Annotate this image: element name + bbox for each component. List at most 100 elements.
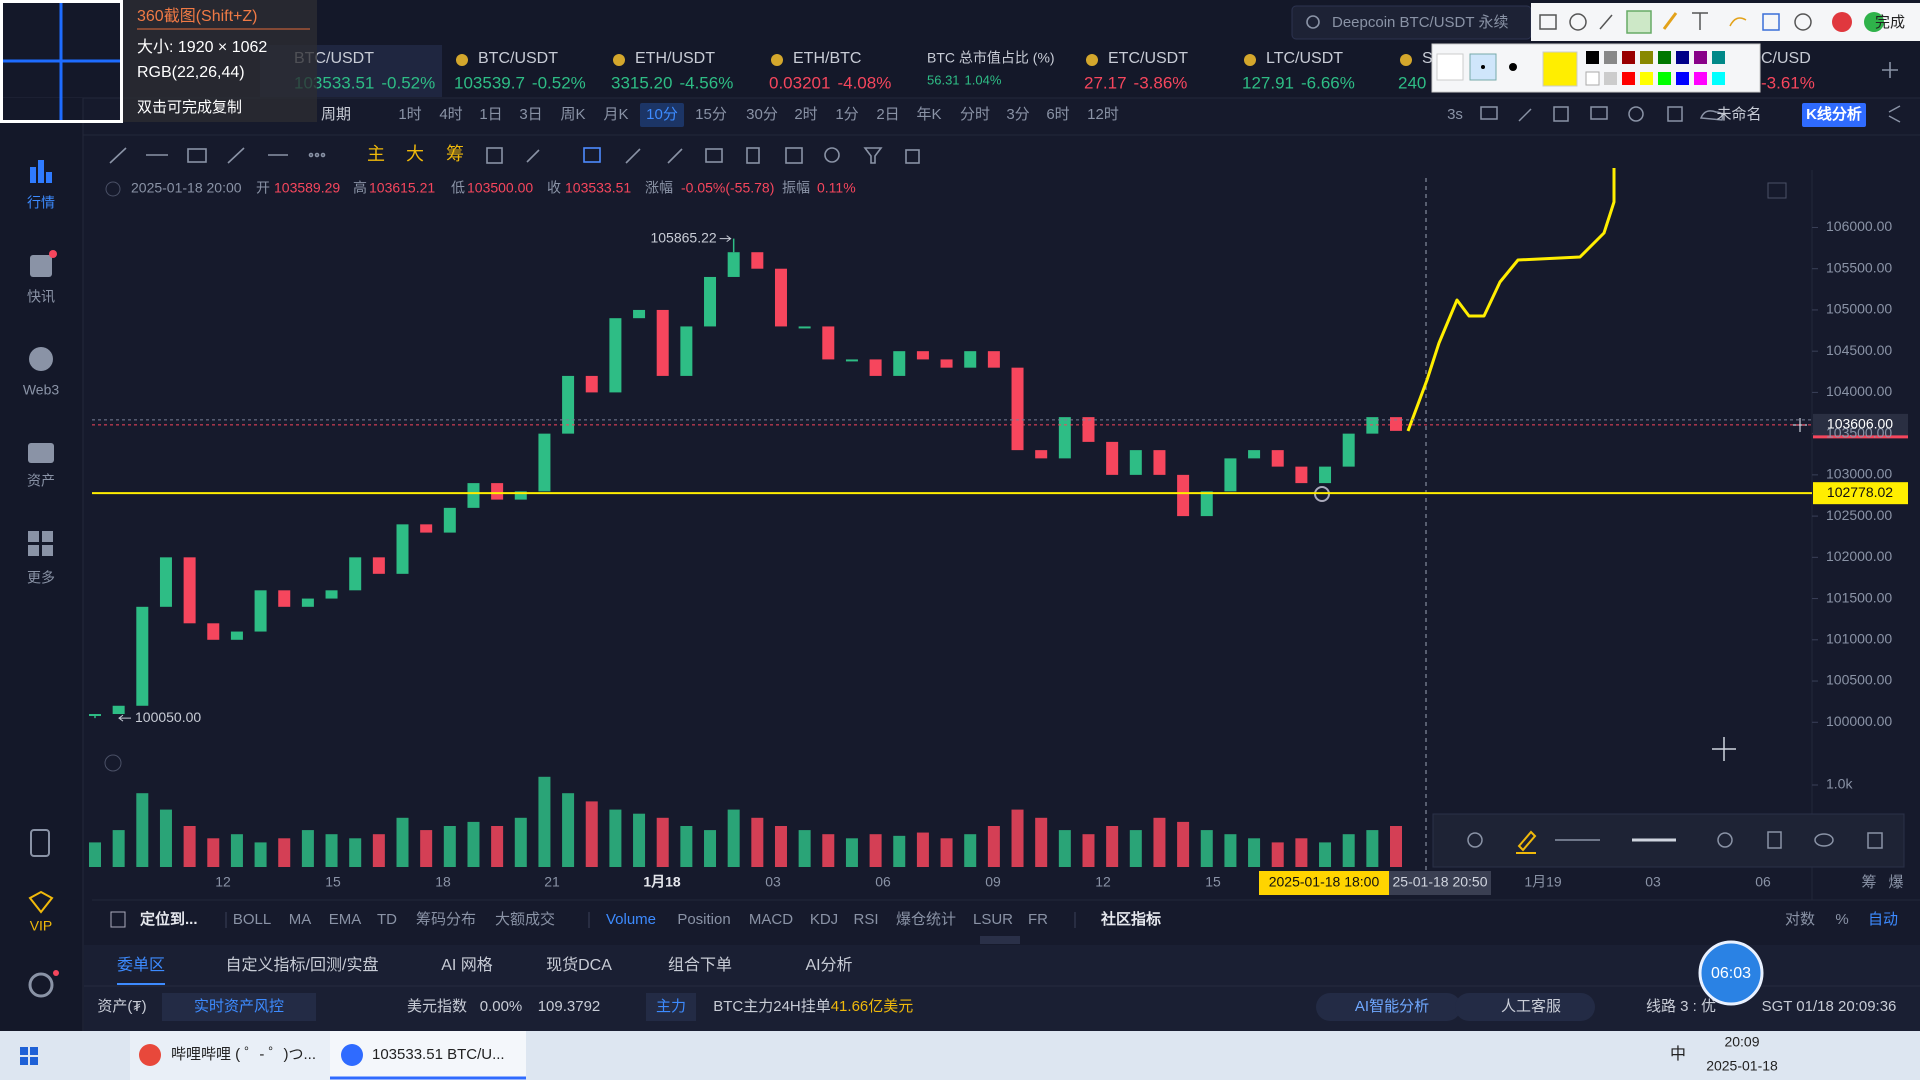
period-menu[interactable]: 周期 bbox=[321, 106, 351, 123]
done-icon[interactable] bbox=[1864, 12, 1884, 32]
candle bbox=[207, 623, 220, 640]
period-option[interactable]: 10分 bbox=[646, 106, 678, 123]
hline-tag bbox=[1813, 482, 1908, 505]
sub-indicator[interactable]: KDJ bbox=[810, 911, 838, 928]
period-option[interactable]: 4时 bbox=[439, 106, 462, 123]
period-option[interactable]: 3日 bbox=[519, 106, 542, 123]
sub-indicator[interactable]: RSI bbox=[853, 911, 878, 928]
sidebar-item[interactable]: Web3 bbox=[23, 382, 60, 398]
maximize-icon[interactable] bbox=[1767, 182, 1787, 199]
sidebar-item[interactable]: 快讯 bbox=[27, 289, 55, 305]
main-indicator[interactable]: EMA bbox=[329, 911, 362, 928]
sub-indicator[interactable]: FR bbox=[1028, 911, 1048, 928]
ticker-name[interactable]: LTC/USDT bbox=[1266, 50, 1343, 67]
period-option[interactable]: 6时 bbox=[1046, 106, 1069, 123]
volume-bar bbox=[349, 838, 362, 867]
toolbar-icons[interactable] bbox=[1467, 831, 1883, 849]
palette-swatches[interactable] bbox=[1436, 51, 1725, 87]
sidebar-item[interactable]: 更多 bbox=[27, 570, 55, 586]
volume-bar bbox=[325, 834, 338, 867]
main-indicator[interactable]: BOLL bbox=[233, 911, 271, 928]
taskbar-app-label[interactable]: 103533.51 BTC/U... bbox=[372, 1046, 505, 1063]
candle bbox=[514, 491, 527, 500]
period-option[interactable]: 年K bbox=[916, 106, 941, 123]
ticker-name[interactable]: C/USD bbox=[1761, 50, 1811, 67]
bottom-tab[interactable]: 现货DCA bbox=[546, 956, 612, 974]
status-risk: 实时资产风控 bbox=[194, 998, 284, 1015]
candle bbox=[1082, 417, 1095, 442]
bottom-tab[interactable]: 组合下单 bbox=[668, 956, 732, 974]
period-option[interactable]: 分时 bbox=[960, 106, 990, 123]
start-button[interactable] bbox=[20, 1047, 38, 1065]
sidebar-item[interactable]: 行情 bbox=[27, 195, 55, 211]
ticker-change: -4.08% bbox=[837, 73, 891, 92]
ticker-price: 3315.20 bbox=[611, 73, 672, 92]
done-label[interactable]: 完成 bbox=[1875, 14, 1905, 31]
period-option[interactable]: 月K bbox=[603, 106, 628, 123]
main-indicator[interactable]: 大额成交 bbox=[495, 910, 555, 928]
axis-option[interactable]: 自动 bbox=[1868, 911, 1898, 928]
sidebar-item[interactable]: VIP bbox=[30, 918, 53, 934]
sub-indicator[interactable]: Volume bbox=[606, 911, 656, 928]
sub-indicator[interactable]: MACD bbox=[749, 911, 793, 928]
analysis-button[interactable] bbox=[1802, 103, 1866, 127]
ticker-name[interactable]: ETC/USDT bbox=[1108, 50, 1188, 67]
drawing-tool[interactable]: 主 bbox=[367, 144, 385, 164]
ticker-name[interactable]: ETH/BTC bbox=[793, 50, 861, 67]
refresh-interval[interactable]: 3s bbox=[1447, 106, 1463, 123]
period-option[interactable]: 周K bbox=[560, 106, 585, 123]
sub-indicator[interactable]: 爆仓统计 bbox=[896, 911, 956, 928]
locate-button[interactable]: 定位到... bbox=[140, 910, 198, 928]
pen-icon[interactable] bbox=[1516, 830, 1537, 854]
axis-side-label[interactable]: 筹 bbox=[1861, 874, 1876, 891]
sidebar-item[interactable]: 资产 bbox=[27, 473, 55, 489]
period-option[interactable]: 12时 bbox=[1087, 106, 1119, 123]
ticker-name[interactable]: BTC/USDT bbox=[478, 50, 558, 67]
risk-button[interactable] bbox=[162, 993, 316, 1021]
period-option[interactable]: 1分 bbox=[835, 106, 858, 123]
candle bbox=[538, 433, 551, 492]
period-option[interactable]: 2日 bbox=[876, 106, 899, 123]
cancel-button[interactable] bbox=[1832, 12, 1852, 32]
support-button[interactable] bbox=[1455, 993, 1595, 1021]
drawing-tool[interactable]: 筹 bbox=[446, 144, 464, 164]
timer-bubble[interactable] bbox=[1698, 940, 1764, 1006]
drawing-toolbar-icons[interactable] bbox=[109, 147, 920, 164]
candle bbox=[278, 590, 291, 607]
main-indicator[interactable]: TD bbox=[377, 911, 397, 928]
taskbar-app[interactable] bbox=[130, 1031, 330, 1080]
bottom-tab[interactable]: 自定义指标/回测/实盘 bbox=[226, 955, 379, 974]
main-indicator[interactable]: 筹码分布 bbox=[416, 911, 476, 928]
time-highlight bbox=[1259, 871, 1389, 895]
axis-side-label[interactable]: 爆 bbox=[1888, 874, 1903, 891]
sub-indicator[interactable]: LSUR bbox=[973, 911, 1013, 928]
bottom-tab[interactable]: AI 网格 bbox=[441, 956, 493, 974]
community-indicators[interactable]: 社区指标 bbox=[1100, 910, 1161, 928]
ai-button[interactable] bbox=[1316, 993, 1461, 1021]
toolbar-right-icons[interactable] bbox=[1480, 105, 1901, 123]
sub-indicator[interactable]: Position bbox=[677, 911, 730, 928]
ticker-name[interactable]: BTC 总市值占比 (%) bbox=[927, 50, 1055, 66]
main-indicator[interactable]: MA bbox=[289, 911, 312, 928]
period-option[interactable]: 2时 bbox=[794, 106, 817, 123]
candle bbox=[562, 375, 575, 434]
ticker-name[interactable]: ETH/USDT bbox=[635, 50, 715, 67]
volume-bar bbox=[159, 809, 172, 867]
bottom-tab[interactable]: AI分析 bbox=[805, 956, 852, 974]
layout-name[interactable]: 未命名 bbox=[1716, 105, 1761, 123]
annotation-tools[interactable] bbox=[1539, 10, 1812, 34]
bottom-tab[interactable]: 委单区 bbox=[117, 956, 165, 974]
input-method[interactable]: 中 bbox=[1670, 1045, 1686, 1063]
drawing-tool[interactable]: 大 bbox=[406, 144, 424, 164]
axis-option[interactable]: 对数 bbox=[1785, 911, 1815, 928]
taskbar-app-label[interactable]: 哔哩哔哩 ( ゜- ゜)つ... bbox=[171, 1046, 316, 1063]
period-option[interactable]: 15分 bbox=[695, 106, 727, 123]
period-option[interactable]: 1日 bbox=[479, 106, 502, 123]
hand-drawn-annotation[interactable] bbox=[1406, 168, 1616, 432]
ticker-name[interactable]: S bbox=[1422, 50, 1433, 67]
period-option[interactable]: 1时 bbox=[398, 106, 421, 123]
sidebar-icons[interactable] bbox=[28, 160, 59, 998]
period-option[interactable]: 3分 bbox=[1006, 106, 1029, 123]
period-option[interactable]: 30分 bbox=[746, 106, 778, 123]
axis-option[interactable]: % bbox=[1835, 911, 1848, 928]
